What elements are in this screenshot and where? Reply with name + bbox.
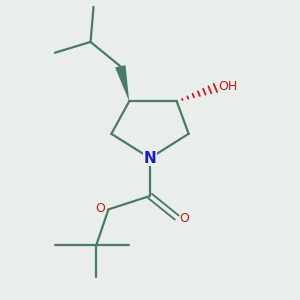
- Text: N: N: [144, 151, 156, 166]
- Text: OH: OH: [218, 80, 237, 93]
- Polygon shape: [115, 65, 129, 101]
- Text: O: O: [95, 202, 105, 215]
- Text: O: O: [179, 212, 189, 225]
